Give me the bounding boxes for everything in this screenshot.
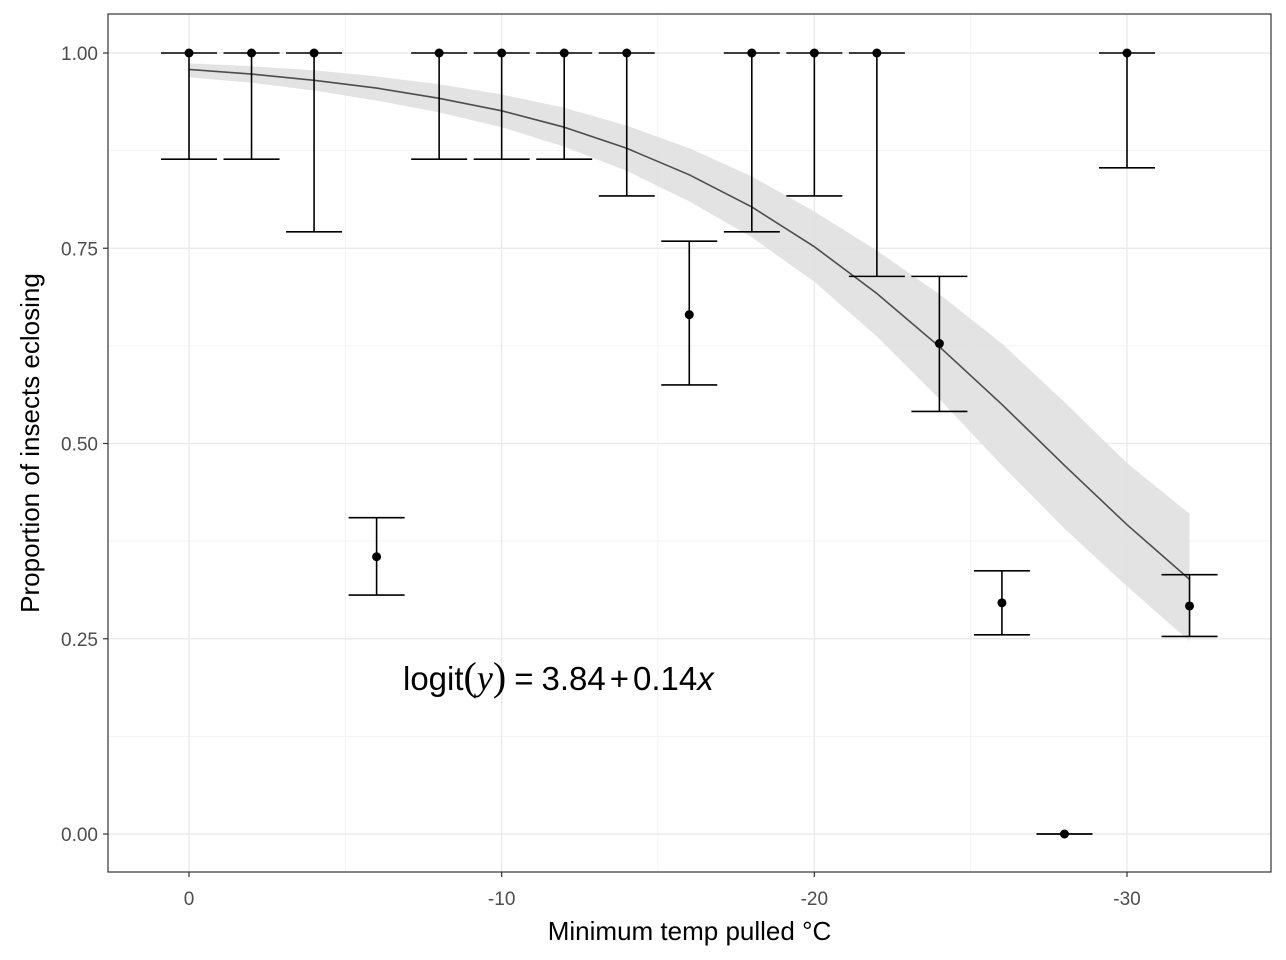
y-tick-label: 0.50	[61, 435, 98, 456]
data-point	[497, 48, 507, 58]
data-point	[872, 48, 882, 58]
data-point	[184, 48, 194, 58]
y-tick-label: 0.00	[61, 825, 98, 846]
eq-plus: +	[610, 660, 629, 697]
x-tick-label: -10	[488, 889, 515, 910]
confidence-ribbon	[189, 63, 1190, 642]
x-tick-label: 0	[184, 889, 195, 910]
points-layer	[184, 48, 1195, 839]
eq-x-var: x	[695, 660, 715, 697]
eq-lhs: logit	[403, 660, 464, 697]
data-point	[1059, 829, 1069, 839]
data-point	[1122, 48, 1132, 58]
data-point	[747, 48, 757, 58]
eq-open-paren: (	[464, 654, 477, 699]
fit-equation-annotation: logit(y) = 3.84 +0.14x	[403, 654, 715, 699]
y-tick-label: 0.75	[61, 239, 98, 260]
data-point	[997, 598, 1007, 608]
data-point	[809, 48, 819, 58]
data-point	[247, 48, 257, 58]
data-point	[622, 48, 632, 58]
y-tick-label: 1.00	[61, 44, 98, 65]
x-tick-label: -20	[801, 889, 828, 910]
y-tick-label: 0.25	[61, 630, 98, 651]
data-point	[684, 310, 694, 320]
data-point	[309, 48, 319, 58]
y-axis-title: Proportion of insects eclosing	[15, 273, 45, 613]
data-point	[1185, 601, 1195, 611]
x-tick-label: -30	[1113, 889, 1140, 910]
confidence-ribbon-layer	[189, 63, 1190, 642]
fit-line	[188, 68, 1191, 581]
eq-close-paren: )	[493, 654, 506, 699]
eq-y-var: y	[474, 658, 493, 698]
axis-ticks: 0 -10 -20 -30 0.00 0.25 0.50 0.75 1.00	[61, 44, 1141, 910]
data-point	[434, 48, 444, 58]
data-point	[372, 552, 382, 562]
data-point	[934, 339, 944, 349]
error-bar	[786, 52, 843, 197]
eq-equals: =	[514, 660, 533, 697]
eq-intercept: 3.84	[541, 660, 605, 697]
x-axis-title: Minimum temp pulled °C	[548, 916, 832, 946]
fit-line-layer	[188, 68, 1191, 581]
data-point	[559, 48, 569, 58]
eq-slope: 0.14	[633, 660, 697, 697]
